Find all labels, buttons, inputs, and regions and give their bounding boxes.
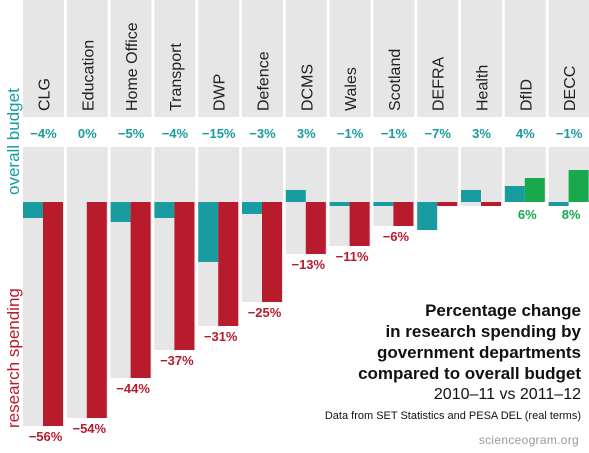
overall-bar-defra — [417, 202, 438, 230]
overall-value-label-wales: −1% — [337, 126, 364, 141]
dept-label-home-office: Home Office — [124, 22, 141, 111]
dept-header-defence — [242, 0, 283, 117]
dept-label-transport: Transport — [168, 43, 185, 111]
dept-header-defra — [417, 0, 459, 117]
research-bar-defra — [437, 202, 458, 206]
research-bar-transport — [174, 202, 195, 350]
chart-subtitle: 2010–11 vs 2011–12 — [433, 386, 581, 403]
dept-header-decc — [548, 0, 589, 117]
chart-title-line-4: compared to overall budget — [358, 364, 581, 383]
research-value-label-defence: −25% — [248, 305, 282, 320]
research-value-label-dwp: −31% — [204, 329, 238, 344]
research-value-label-scotland: −6% — [383, 229, 410, 244]
overall-value-label-defra: −7% — [425, 126, 452, 141]
research-value-label-decc: 8% — [562, 207, 581, 222]
overall-bar-dfid — [504, 186, 525, 202]
dept-label-health: Health — [475, 65, 492, 111]
plot-panel-defra — [417, 147, 459, 206]
dept-label-scotland: Scotland — [387, 49, 404, 111]
research-bar-dfid — [524, 178, 545, 202]
overall-bar-transport — [154, 202, 175, 218]
overall-value-label-dwp: −15% — [202, 126, 236, 141]
research-bar-scotland — [393, 202, 414, 226]
source-note: Data from SET Statistics and PESA DEL (r… — [324, 410, 581, 422]
overall-value-label-dcms: 3% — [297, 126, 316, 141]
overall-bar-dcms — [285, 190, 306, 202]
overall-bar-wales — [329, 202, 350, 206]
research-value-label-clg: −56% — [29, 429, 63, 444]
dept-header-transport — [154, 0, 196, 117]
dept-label-dwp: DWP — [212, 74, 229, 111]
research-value-label-transport: −37% — [160, 353, 194, 368]
research-bar-home-office — [130, 202, 151, 378]
research-value-label-dfid: 6% — [518, 207, 537, 222]
dept-header-wales — [329, 0, 371, 117]
credit-text: scienceogram.org — [478, 433, 579, 447]
dept-header-dfid — [504, 0, 546, 117]
research-value-label-education: −54% — [72, 421, 106, 436]
overall-value-label-dfid: 4% — [516, 126, 535, 141]
research-value-label-dcms: −13% — [291, 257, 325, 272]
dept-label-education: Education — [80, 40, 97, 111]
dept-label-dfid: DfID — [518, 79, 535, 111]
overall-budget-axis-label: overall budget — [4, 88, 23, 195]
research-spending-axis-label: research spending — [4, 288, 23, 428]
overall-bar-scotland — [373, 202, 394, 206]
chart-title-line-1: Percentage change — [425, 301, 581, 320]
overall-bar-home-office — [110, 202, 131, 222]
overall-value-label-scotland: −1% — [381, 126, 408, 141]
dept-label-decc: DECC — [562, 66, 579, 111]
dept-header-health — [461, 0, 502, 117]
overall-bar-decc — [548, 202, 569, 206]
research-bar-clg — [43, 202, 63, 426]
research-bar-wales — [349, 202, 370, 246]
research-value-label-home-office: −44% — [116, 381, 150, 396]
chart-title-line-3: government departments — [376, 343, 581, 362]
chart-title-line-2: in research spending by — [385, 322, 581, 341]
chart-title-block: Percentage change in research spending b… — [281, 300, 581, 422]
dept-label-defra: DEFRA — [431, 56, 448, 111]
dept-label-dcms: DCMS — [299, 64, 316, 111]
overall-value-label-education: 0% — [78, 126, 97, 141]
overall-bar-defence — [242, 202, 262, 214]
dept-label-defence: Defence — [256, 51, 273, 111]
dept-header-dwp — [198, 0, 240, 117]
overall-bar-health — [461, 190, 481, 202]
dept-header-education — [66, 0, 108, 117]
overall-value-label-defence: −3% — [249, 126, 276, 141]
research-bar-dwp — [218, 202, 239, 326]
overall-value-label-health: 3% — [472, 126, 491, 141]
overall-value-label-clg: −4% — [30, 126, 57, 141]
overall-value-label-transport: −4% — [162, 126, 189, 141]
research-bar-decc — [568, 170, 589, 202]
overall-bar-dwp — [198, 202, 219, 262]
dept-label-clg: CLG — [37, 78, 54, 111]
dept-header-dcms — [285, 0, 327, 117]
research-bar-education — [86, 202, 107, 418]
research-value-label-wales: −11% — [336, 249, 369, 264]
dept-label-wales: Wales — [343, 67, 360, 111]
research-bar-dcms — [305, 202, 326, 254]
overall-value-label-decc: −1% — [556, 126, 583, 141]
dept-header-scotland — [373, 0, 415, 117]
overall-value-label-home-office: −5% — [118, 126, 145, 141]
research-bar-defence — [262, 202, 282, 302]
overall-bar-clg — [23, 202, 43, 218]
dept-header-home-office — [110, 0, 152, 117]
research-bar-health — [481, 202, 501, 206]
dept-header-clg — [23, 0, 64, 117]
